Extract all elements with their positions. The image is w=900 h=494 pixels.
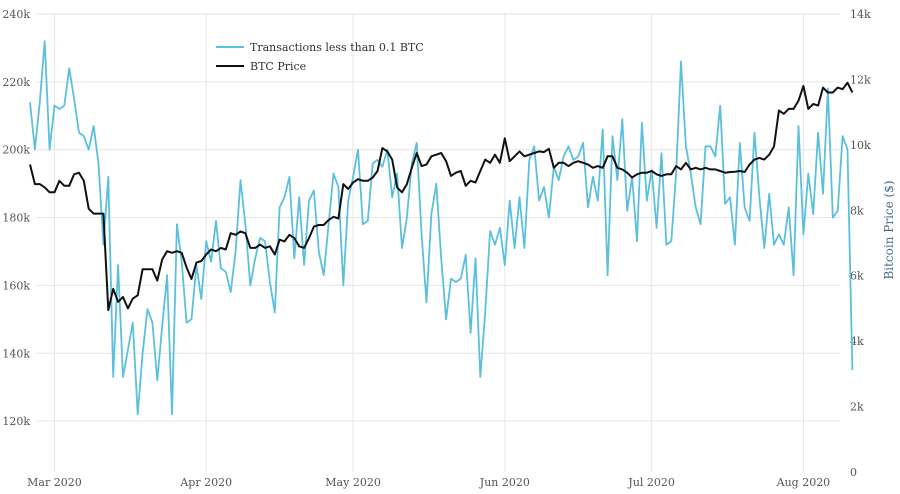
x-tick-label: Mar 2020 bbox=[27, 476, 82, 489]
left-tick-label: 180k bbox=[2, 212, 30, 225]
x-tick-label: Apr 2020 bbox=[179, 476, 232, 489]
right-tick-label: 6k bbox=[850, 270, 864, 283]
right-axis-title: Bitcoin Price ($) bbox=[882, 180, 896, 279]
x-tick-label: Jun 2020 bbox=[479, 476, 530, 489]
grid-lines bbox=[36, 13, 840, 472]
right-tick-label: 4k bbox=[850, 335, 864, 348]
right-tick-label: 8k bbox=[850, 204, 864, 217]
legend-label-transactions: Transactions less than 0.1 BTC bbox=[250, 41, 424, 54]
x-tick-label: Aug 2020 bbox=[776, 476, 831, 489]
x-axis-ticks: Mar 2020 Apr 2020 May 2020 Jun 2020 Jul 2020… bbox=[27, 476, 830, 489]
right-tick-label: 12k bbox=[850, 73, 871, 86]
left-tick-label: 200k bbox=[2, 144, 30, 157]
x-tick-label: May 2020 bbox=[325, 476, 381, 489]
right-tick-label: 0 bbox=[850, 466, 857, 479]
right-tick-label: 10k bbox=[850, 139, 871, 152]
series-layer bbox=[29, 40, 854, 416]
right-axis-ticks: 0 2k 4k 6k 8k 10k 12k 14k bbox=[850, 8, 871, 479]
left-tick-label: 140k bbox=[2, 347, 30, 360]
right-tick-label: 14k bbox=[850, 8, 871, 21]
series-line-btc-price bbox=[29, 81, 854, 312]
left-tick-label: 220k bbox=[2, 76, 30, 89]
left-tick-label: 160k bbox=[2, 279, 30, 292]
series-line-transactions bbox=[29, 40, 854, 416]
right-tick-label: 2k bbox=[850, 401, 864, 414]
left-tick-label: 240k bbox=[2, 8, 30, 21]
legend: Transactions less than 0.1 BTC BTC Price bbox=[216, 41, 424, 73]
left-axis-ticks: 120k 140k 160k 180k 200k 220k 240k bbox=[2, 8, 30, 428]
left-tick-label: 120k bbox=[2, 415, 30, 428]
legend-label-btc-price: BTC Price bbox=[250, 60, 306, 73]
x-tick-label: Jul 2020 bbox=[627, 476, 675, 489]
